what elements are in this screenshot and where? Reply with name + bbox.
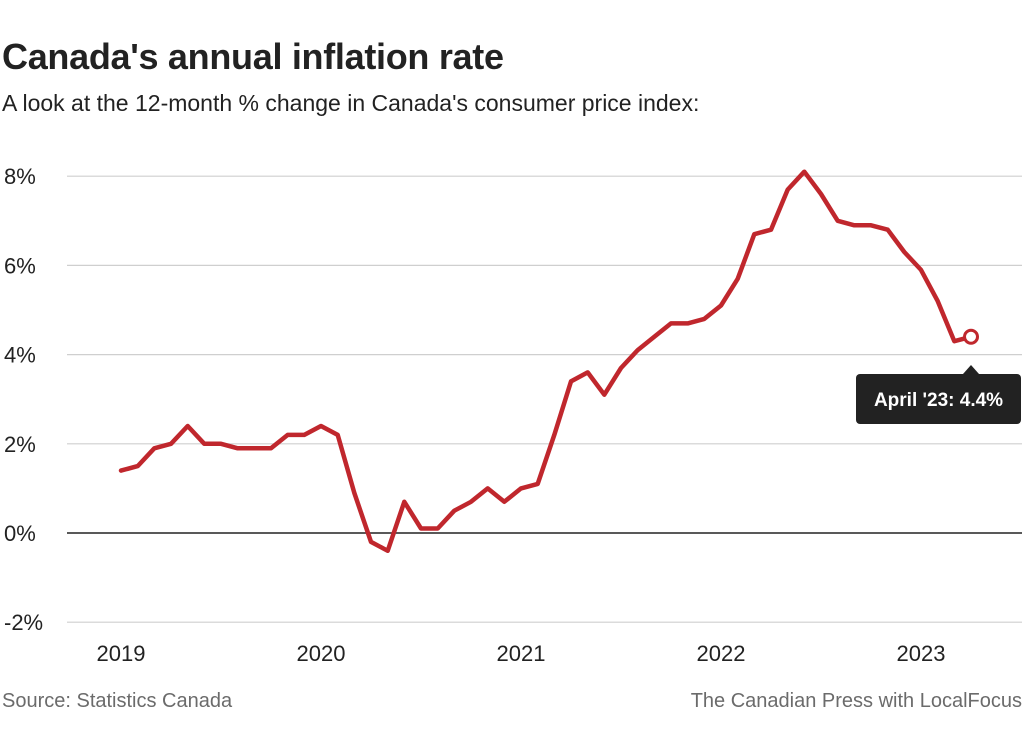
y-tick-label: 2% xyxy=(4,432,36,457)
y-tick-label: 8% xyxy=(4,164,36,189)
chart-subtitle: A look at the 12-month % change in Canad… xyxy=(2,90,700,116)
data-point[interactable] xyxy=(702,317,706,321)
data-point[interactable] xyxy=(569,379,573,383)
data-point[interactable] xyxy=(369,540,373,544)
data-point[interactable] xyxy=(486,486,490,490)
data-point[interactable] xyxy=(719,304,723,308)
data-point[interactable] xyxy=(602,393,606,397)
y-tick-label: 4% xyxy=(4,343,36,368)
y-tick-label: 0% xyxy=(4,521,36,546)
y-tick-label: 6% xyxy=(4,253,36,278)
data-point[interactable] xyxy=(752,232,756,236)
data-point[interactable] xyxy=(736,277,740,281)
data-point[interactable] xyxy=(319,424,323,428)
data-point[interactable] xyxy=(536,482,540,486)
data-point[interactable] xyxy=(402,500,406,504)
x-tick-label: 2022 xyxy=(697,641,746,666)
x-tick-label: 2023 xyxy=(897,641,946,666)
data-point[interactable] xyxy=(869,223,873,227)
data-point[interactable] xyxy=(919,268,923,272)
data-point[interactable] xyxy=(452,509,456,513)
data-point[interactable] xyxy=(202,442,206,446)
data-point[interactable] xyxy=(502,500,506,504)
data-point[interactable] xyxy=(586,370,590,374)
y-axis: -2% 0% 2% 4% 6% 8% xyxy=(4,164,43,635)
tooltip-label: April '23: 4.4% xyxy=(874,390,1003,411)
data-point[interactable] xyxy=(886,228,890,232)
x-tick-label: 2021 xyxy=(497,641,546,666)
x-axis: 2019 2020 2021 2022 2023 xyxy=(97,641,946,666)
data-point[interactable] xyxy=(952,339,956,343)
series-line xyxy=(118,169,974,554)
source-note: Source: Statistics Canada xyxy=(2,690,233,712)
data-point[interactable] xyxy=(819,192,823,196)
data-point[interactable] xyxy=(652,335,656,339)
data-point[interactable] xyxy=(186,424,190,428)
data-point[interactable] xyxy=(336,433,340,437)
data-point[interactable] xyxy=(236,446,240,450)
data-point[interactable] xyxy=(619,366,623,370)
x-tick-label: 2019 xyxy=(97,641,146,666)
chart-title: Canada's annual inflation rate xyxy=(2,36,504,77)
y-tick-label: -2% xyxy=(4,610,43,635)
data-point[interactable] xyxy=(436,527,440,531)
data-point[interactable] xyxy=(419,527,423,531)
grid-layer xyxy=(67,175,1022,623)
data-point[interactable] xyxy=(552,433,556,437)
data-point[interactable] xyxy=(152,446,156,450)
data-point[interactable] xyxy=(119,469,123,473)
data-point[interactable] xyxy=(219,442,223,446)
highlight-point-marker[interactable] xyxy=(963,328,979,345)
data-point[interactable] xyxy=(136,464,140,468)
data-point[interactable] xyxy=(836,219,840,223)
tooltip-pointer xyxy=(963,365,979,374)
data-point[interactable] xyxy=(169,442,173,446)
annotation-layer: April '23: 4.4% xyxy=(856,328,1021,424)
data-point[interactable] xyxy=(769,228,773,232)
data-point[interactable] xyxy=(902,250,906,254)
data-point[interactable] xyxy=(669,321,673,325)
data-point[interactable] xyxy=(352,491,356,495)
data-point[interactable] xyxy=(636,348,640,352)
data-point[interactable] xyxy=(519,486,523,490)
data-point[interactable] xyxy=(469,500,473,504)
x-tick-label: 2020 xyxy=(297,641,346,666)
data-point[interactable] xyxy=(286,433,290,437)
data-point[interactable] xyxy=(302,433,306,437)
data-point[interactable] xyxy=(802,170,806,174)
tooltip-box xyxy=(856,374,1021,424)
series-layer xyxy=(118,169,974,554)
data-point[interactable] xyxy=(936,299,940,303)
data-point[interactable] xyxy=(786,188,790,192)
data-point[interactable] xyxy=(852,223,856,227)
data-point[interactable] xyxy=(686,321,690,325)
data-point[interactable] xyxy=(252,446,256,450)
data-point[interactable] xyxy=(269,446,273,450)
data-point[interactable] xyxy=(386,549,390,553)
credit-note: The Canadian Press with LocalFocus xyxy=(690,690,1022,712)
